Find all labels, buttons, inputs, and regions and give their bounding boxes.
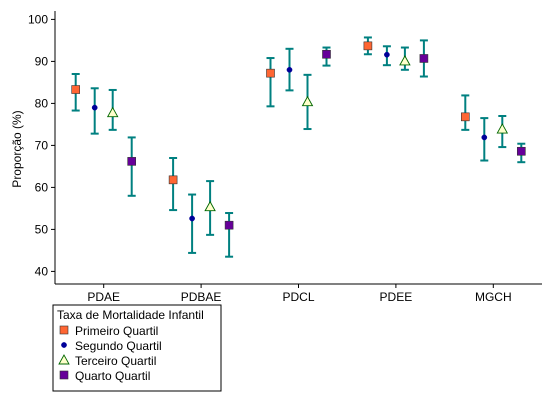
x-tick-label: PDEE <box>380 290 413 304</box>
legend-marker <box>61 342 67 348</box>
data-point <box>91 104 98 111</box>
data-point <box>106 106 119 118</box>
y-tick-label: 80 <box>35 96 49 110</box>
legend-entry-label: Terceiro Quartil <box>75 354 156 368</box>
data-point <box>399 55 411 66</box>
legend-marker <box>58 354 70 365</box>
y-tick-label: 50 <box>35 222 49 236</box>
data-point <box>481 134 488 141</box>
y-tick-label: 100 <box>28 12 48 26</box>
data-point <box>322 49 331 59</box>
legend-entry-label: Primeiro Quartil <box>75 324 158 338</box>
y-axis-title: Proporção (%) <box>10 110 24 187</box>
data-point <box>168 175 178 185</box>
legend-entry-label: Quarto Quartil <box>75 369 150 383</box>
data-point <box>189 215 195 222</box>
data-point <box>127 157 136 166</box>
data-markers <box>71 41 526 230</box>
data-point <box>71 85 80 94</box>
legend-title: Taxa de Mortalidade Infantil <box>57 308 204 322</box>
x-tick-label: MGCH <box>475 290 512 304</box>
data-point <box>363 41 373 51</box>
data-point <box>301 95 314 107</box>
data-point <box>496 123 509 134</box>
x-axis-ticks: PDAE PDBAE PDCL PDEE MGCH <box>87 284 512 304</box>
data-point <box>204 200 216 212</box>
legend-entry-label: Segundo Quartil <box>75 339 162 353</box>
y-tick-label: 90 <box>35 54 49 68</box>
x-tick-label: PDBAE <box>181 290 222 304</box>
legend: Taxa de Mortalidade Infantil Primeiro Qu… <box>52 304 222 392</box>
data-point <box>516 146 526 156</box>
data-point <box>384 51 390 58</box>
legend-box <box>52 304 222 392</box>
data-point <box>460 112 470 122</box>
data-point <box>419 54 429 63</box>
y-tick-label: 70 <box>35 138 49 152</box>
x-tick-label: PDCL <box>282 290 314 304</box>
y-tick-label: 60 <box>35 180 49 194</box>
legend-marker <box>59 325 69 335</box>
error-bars <box>71 36 526 258</box>
y-axis-ticks: 40 50 60 70 80 90 100 <box>28 12 55 278</box>
y-tick-label: 40 <box>35 264 49 278</box>
data-point <box>286 66 293 73</box>
x-tick-label: PDAE <box>87 290 120 304</box>
data-point <box>266 68 275 78</box>
legend-marker <box>59 370 69 380</box>
data-point <box>224 220 234 230</box>
